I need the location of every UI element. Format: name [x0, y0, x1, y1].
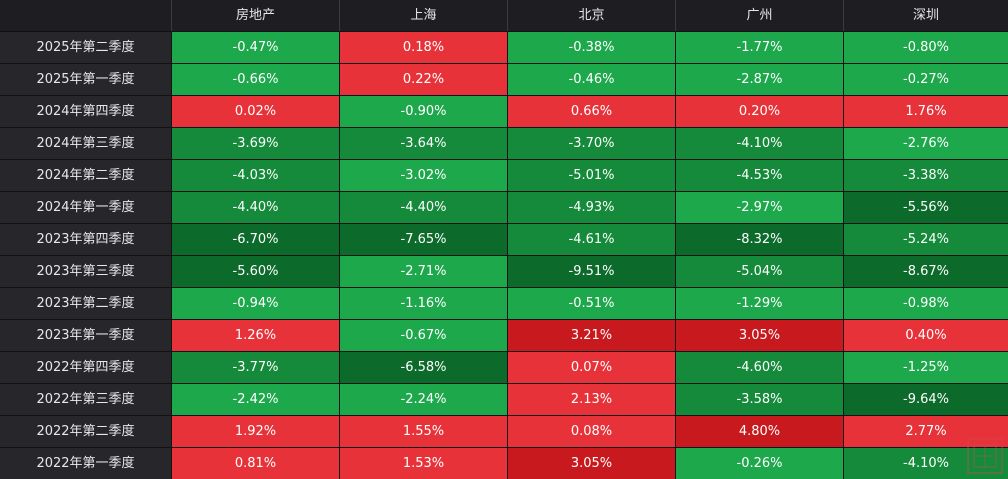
- header-corner: [0, 0, 171, 31]
- heatmap-cell: 3.05%: [675, 319, 843, 351]
- heatmap-cell: -5.56%: [843, 191, 1008, 223]
- row-label: 2022年第四季度: [0, 351, 171, 383]
- heatmap-cell: 1.55%: [339, 415, 507, 447]
- watermark-seal-icon: [966, 437, 1004, 475]
- heatmap-cell: -4.93%: [507, 191, 675, 223]
- heatmap-cell: 0.08%: [507, 415, 675, 447]
- heatmap-cell: 1.53%: [339, 447, 507, 479]
- row-label: 2023年第三季度: [0, 255, 171, 287]
- heatmap-cell: -5.01%: [507, 159, 675, 191]
- heatmap-cell: -0.47%: [171, 31, 339, 63]
- heatmap-cell: -2.97%: [675, 191, 843, 223]
- heatmap-cell: 1.26%: [171, 319, 339, 351]
- heatmap-cell: 0.02%: [171, 95, 339, 127]
- heatmap-cell: 0.22%: [339, 63, 507, 95]
- heatmap-cell: -0.26%: [675, 447, 843, 479]
- heatmap-cell: -5.24%: [843, 223, 1008, 255]
- heatmap-cell: -2.76%: [843, 127, 1008, 159]
- heatmap-cell: -4.10%: [675, 127, 843, 159]
- heatmap-cell: 1.92%: [171, 415, 339, 447]
- row-label: 2024年第四季度: [0, 95, 171, 127]
- heatmap-cell: 0.20%: [675, 95, 843, 127]
- row-label: 2023年第四季度: [0, 223, 171, 255]
- heatmap-cell: 0.40%: [843, 319, 1008, 351]
- heatmap-cell: -5.04%: [675, 255, 843, 287]
- heatmap-cell: -0.27%: [843, 63, 1008, 95]
- heatmap-cell: -3.38%: [843, 159, 1008, 191]
- heatmap-cell: -0.46%: [507, 63, 675, 95]
- heatmap-cell: -0.51%: [507, 287, 675, 319]
- heatmap-cell: -6.58%: [339, 351, 507, 383]
- heatmap-cell: -1.16%: [339, 287, 507, 319]
- column-header-row: 房地产 上海 北京 广州 深圳: [0, 0, 1008, 31]
- heatmap-cell: -4.40%: [171, 191, 339, 223]
- row-label: 2022年第二季度: [0, 415, 171, 447]
- heatmap-cell: -4.61%: [507, 223, 675, 255]
- row-label: 2022年第一季度: [0, 447, 171, 479]
- heatmap-cell: -5.60%: [171, 255, 339, 287]
- heatmap-cell: -0.67%: [339, 319, 507, 351]
- heatmap-cell: -4.40%: [339, 191, 507, 223]
- heatmap-cell: -3.77%: [171, 351, 339, 383]
- row-label: 2024年第二季度: [0, 159, 171, 191]
- heatmap-cell: 2.77%: [843, 415, 1008, 447]
- heatmap-cell: 0.18%: [339, 31, 507, 63]
- heatmap-cell: -8.67%: [843, 255, 1008, 287]
- heatmap-cell: 0.07%: [507, 351, 675, 383]
- heatmap-cell: -0.90%: [339, 95, 507, 127]
- heatmap-cell: -0.66%: [171, 63, 339, 95]
- heatmap-cell: -0.94%: [171, 287, 339, 319]
- heatmap-cell: -6.70%: [171, 223, 339, 255]
- heatmap-cell: -4.10%: [843, 447, 1008, 479]
- heatmap-cell: 4.80%: [675, 415, 843, 447]
- heatmap-cell: -2.71%: [339, 255, 507, 287]
- heatmap-cell: -2.87%: [675, 63, 843, 95]
- column-header: 广州: [675, 0, 843, 31]
- row-label: 2023年第二季度: [0, 287, 171, 319]
- heatmap-cell: -4.03%: [171, 159, 339, 191]
- heatmap-cell: 1.76%: [843, 95, 1008, 127]
- heatmap-cell: -1.29%: [675, 287, 843, 319]
- heatmap-cell: -4.60%: [675, 351, 843, 383]
- heatmap-cell: -3.02%: [339, 159, 507, 191]
- heatmap-cell: -1.77%: [675, 31, 843, 63]
- heatmap-cell: 0.81%: [171, 447, 339, 479]
- heatmap-cell: -2.24%: [339, 383, 507, 415]
- row-label: 2025年第一季度: [0, 63, 171, 95]
- column-header: 北京: [507, 0, 675, 31]
- heatmap-cell: -0.38%: [507, 31, 675, 63]
- heatmap-cell: -4.53%: [675, 159, 843, 191]
- heatmap-cell: -9.51%: [507, 255, 675, 287]
- heatmap-cell: -3.64%: [339, 127, 507, 159]
- row-label: 2024年第三季度: [0, 127, 171, 159]
- row-label: 2025年第二季度: [0, 31, 171, 63]
- column-header: 上海: [339, 0, 507, 31]
- heatmap-cell: -7.65%: [339, 223, 507, 255]
- column-header: 房地产: [171, 0, 339, 31]
- heatmap-cell: -3.70%: [507, 127, 675, 159]
- column-header: 深圳: [843, 0, 1008, 31]
- row-label: 2023年第一季度: [0, 319, 171, 351]
- row-label: 2024年第一季度: [0, 191, 171, 223]
- heatmap-cell: 2.13%: [507, 383, 675, 415]
- heatmap-cell: -9.64%: [843, 383, 1008, 415]
- heatmap-cell: -8.32%: [675, 223, 843, 255]
- heatmap-cell: 3.05%: [507, 447, 675, 479]
- heatmap-cell: -0.80%: [843, 31, 1008, 63]
- heatmap-cell: -3.69%: [171, 127, 339, 159]
- heatmap-cell: -2.42%: [171, 383, 339, 415]
- heatmap-cell: -1.25%: [843, 351, 1008, 383]
- heatmap-cell: -0.98%: [843, 287, 1008, 319]
- row-label: 2022年第三季度: [0, 383, 171, 415]
- heatmap-cell: 0.66%: [507, 95, 675, 127]
- heatmap-cell: -3.58%: [675, 383, 843, 415]
- heatmap-cell: 3.21%: [507, 319, 675, 351]
